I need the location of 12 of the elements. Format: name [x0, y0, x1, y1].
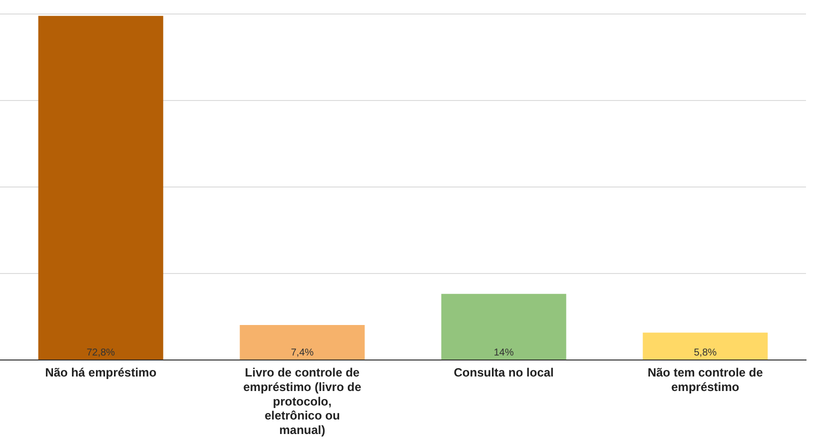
x-tick-label: Consulta no local — [454, 366, 554, 380]
bar — [441, 294, 566, 360]
x-tick-label: Não há empréstimo — [45, 366, 156, 380]
x-tick-label: Livro de controle de empréstimo (livro de protocolo, eletrônico ou manual) — [243, 366, 362, 438]
data-label: 72,8% — [86, 347, 116, 358]
data-label: 14% — [494, 347, 514, 358]
data-label: 7,4% — [290, 347, 314, 358]
bar — [38, 16, 164, 360]
bar — [240, 325, 365, 360]
data-label: 5,8% — [694, 347, 717, 358]
x-tick-label: Não tem controle de empréstimo — [648, 366, 764, 394]
bar — [642, 332, 768, 360]
